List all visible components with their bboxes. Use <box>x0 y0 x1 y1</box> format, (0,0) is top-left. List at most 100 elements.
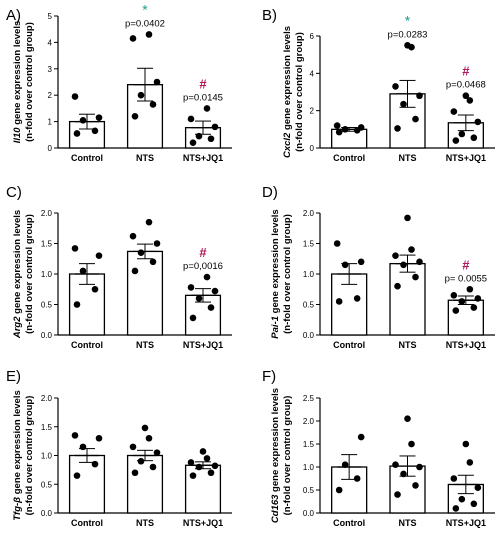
data-point <box>353 475 361 482</box>
x-tick-label: NTS+JQ1 <box>183 340 223 350</box>
data-point <box>458 495 466 503</box>
data-point <box>95 252 103 259</box>
data-point <box>91 127 99 135</box>
data-point <box>341 126 349 133</box>
x-tick-label: Control <box>333 518 365 528</box>
p-value-label: p=0.0402 <box>125 18 165 29</box>
bar <box>126 454 164 514</box>
x-tick-label: NTS+JQ1 <box>183 518 223 528</box>
y-axis-label-part: Cxcl2 <box>282 132 293 158</box>
data-point <box>207 304 215 311</box>
y-axis-label: Cxcl2 gene expression levels <box>282 26 293 158</box>
data-point <box>95 114 103 121</box>
data-point <box>394 491 401 498</box>
y-tick-label: 0.5 <box>303 301 315 310</box>
data-point <box>145 434 153 442</box>
x-tick-label: NTS <box>399 153 417 163</box>
y-axis-label-part: gene expression levels <box>270 388 281 495</box>
chart-panel-4: D) Pai-1 gene expression levels (n-fold ov… <box>262 184 495 350</box>
y-axis-label-line2: (n-fold over control group) <box>24 22 35 142</box>
panel-label: D) <box>262 184 278 201</box>
data-point <box>335 486 343 494</box>
x-tick-label: Control <box>333 340 365 350</box>
data-point <box>466 285 474 293</box>
y-axis-label-line2: (n-fold over control group) <box>282 214 293 334</box>
data-point <box>145 218 153 226</box>
data-point <box>187 115 195 123</box>
x-tick-label: Control <box>333 153 365 163</box>
y-tick-label: 2.5 <box>303 394 315 403</box>
data-point <box>452 137 460 144</box>
x-tick-label: Control <box>71 340 103 350</box>
y-tick-label: 5 <box>48 12 53 21</box>
data-point <box>394 125 401 132</box>
y-tick-label: 0.0 <box>303 509 315 518</box>
significance-star: * <box>405 12 411 28</box>
y-tick-label: 0.0 <box>41 509 53 518</box>
significance-hash: # <box>462 64 470 79</box>
y-axis-label: Arg2 gene expression levels <box>12 210 23 339</box>
data-point <box>131 267 139 275</box>
y-axis-label-part: gene expression levels <box>282 26 293 133</box>
y-axis-label: Pai-1 gene expression levels <box>270 209 281 338</box>
y-tick-label: 2.0 <box>303 209 315 218</box>
data-point <box>462 92 470 100</box>
y-tick-label: 6 <box>310 32 315 41</box>
data-point <box>145 31 153 38</box>
data-point <box>341 461 349 469</box>
data-point <box>412 482 419 489</box>
data-point <box>203 455 211 462</box>
data-point <box>450 108 458 115</box>
bar <box>68 454 106 514</box>
data-point <box>412 115 419 123</box>
y-tick-label: 2 <box>48 91 53 100</box>
y-tick-label: 0 <box>48 144 53 153</box>
significance-hash: # <box>462 257 470 272</box>
data-point <box>71 245 79 252</box>
y-tick-label: 1.0 <box>303 270 315 279</box>
data-point <box>400 470 407 478</box>
x-tick-label: NTS+JQ1 <box>446 518 486 528</box>
data-point <box>474 118 482 126</box>
data-point <box>450 292 458 299</box>
p-value-label: p=0,0016 <box>183 261 223 272</box>
bar <box>389 262 426 336</box>
y-tick-label: 2.0 <box>303 417 315 426</box>
data-point <box>129 232 137 240</box>
data-point <box>203 105 211 112</box>
data-point <box>189 139 197 147</box>
data-point <box>153 240 161 247</box>
p-value-label: p=0.0283 <box>388 29 428 40</box>
data-point <box>412 273 419 281</box>
x-tick-label: NTS <box>136 518 154 528</box>
data-point <box>474 484 482 492</box>
y-axis-label-part: Pai-1 <box>270 316 281 339</box>
y-axis-label-part: gene expression levels <box>12 390 23 497</box>
significance-hash: # <box>199 245 207 260</box>
data-point <box>392 461 399 469</box>
data-point <box>400 261 407 269</box>
y-axis-label-part: gene expression levels <box>12 210 23 317</box>
data-point <box>416 463 423 471</box>
y-tick-label: 0.5 <box>303 486 315 495</box>
data-point <box>466 459 474 466</box>
p-value-label: p=0.0468 <box>446 80 486 91</box>
data-point <box>458 130 466 138</box>
data-point <box>207 135 215 143</box>
y-tick-label: 1.5 <box>41 240 53 249</box>
data-point <box>149 101 157 108</box>
data-point <box>470 304 478 311</box>
panel-label: E) <box>6 368 21 385</box>
data-point <box>416 258 423 266</box>
data-point <box>141 424 149 432</box>
data-point <box>341 261 349 269</box>
significance-hash: # <box>199 76 207 91</box>
data-point <box>394 282 401 290</box>
data-point <box>392 83 399 90</box>
y-tick-label: 1.0 <box>41 270 53 279</box>
chart-panel-1: A)Il10 gene expression levels (n-fold ove… <box>6 1 232 163</box>
data-point <box>129 443 137 451</box>
x-tick-label: Control <box>71 153 103 163</box>
data-point <box>357 433 365 441</box>
